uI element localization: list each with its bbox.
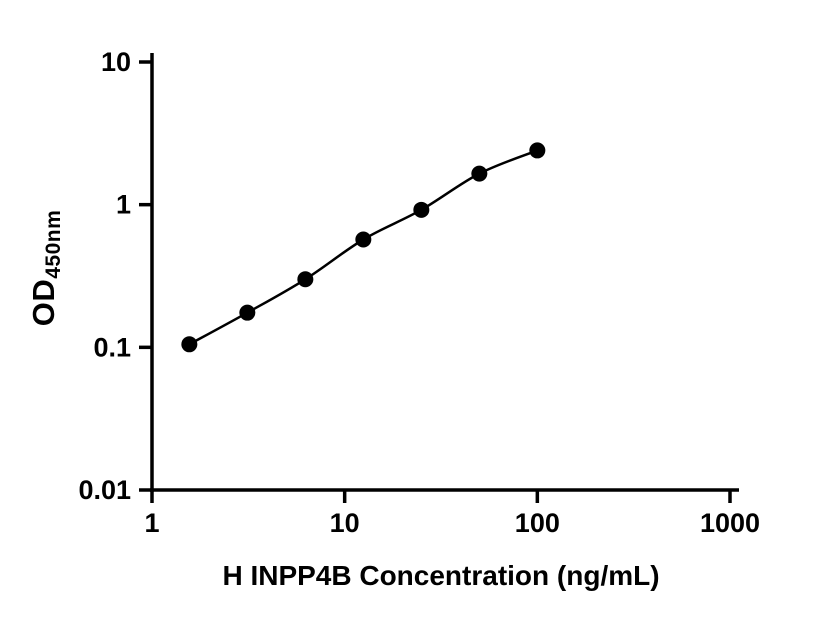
y-axis-label: OD450nm [26,210,66,327]
data-point [181,336,198,353]
data-point [471,165,488,182]
data-point [355,231,372,248]
data-point [413,201,430,218]
x-tick-label: 100 [515,508,560,538]
x-tick-label: 10 [330,508,360,538]
data-point [239,304,256,321]
y-tick-label: 1 [116,190,131,220]
y-tick-label: 0.01 [78,475,131,505]
x-tick-label: 1 [144,508,159,538]
y-axis-label-main: OD [26,278,61,327]
x-tick-label: 1000 [700,508,760,538]
y-tick-label: 10 [101,47,131,77]
y-tick-label: 0.1 [93,332,131,362]
x-axis-label: H INPP4B Concentration (ng/mL) [222,560,660,591]
data-point [529,142,546,159]
y-axis-label-sub: 450nm [42,209,65,279]
data-point [297,271,314,288]
